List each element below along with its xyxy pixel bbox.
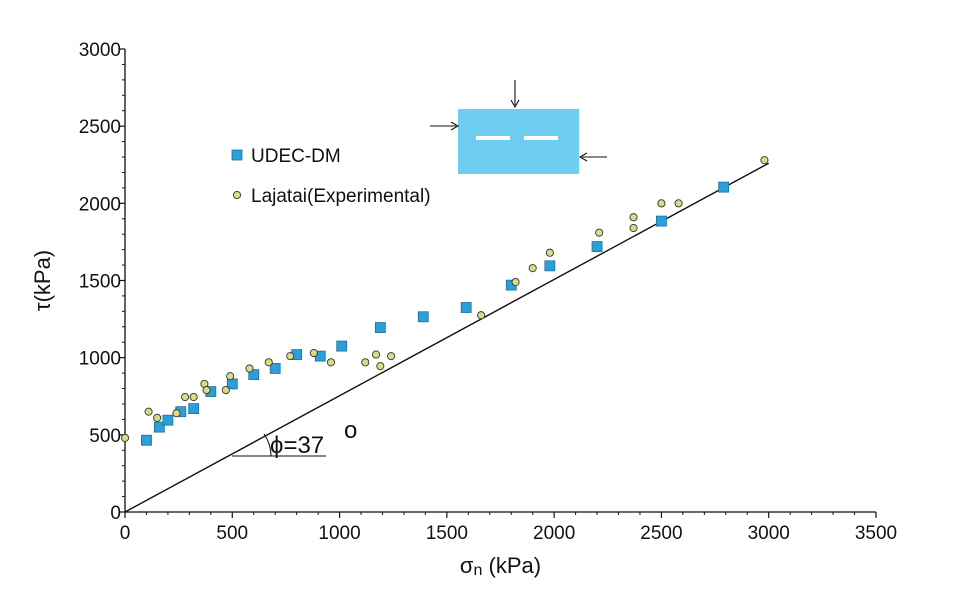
experimental-point xyxy=(657,199,666,208)
fit-line-segment xyxy=(124,162,770,513)
experimental-point xyxy=(202,386,211,395)
x-tick-label: 3000 xyxy=(748,523,790,544)
udec-dm-point xyxy=(336,340,348,352)
y-ticks: 0 500 1000 1500 2000 2500 3000 xyxy=(79,40,125,524)
y-tick-label: 500 xyxy=(89,426,121,447)
phi-label: ϕ=37 xyxy=(270,432,324,459)
experimental-point xyxy=(376,362,385,371)
experimental-point xyxy=(286,352,295,361)
experimental-point xyxy=(326,358,336,367)
x-tick-label: 0 xyxy=(120,523,131,544)
udec-dm-point xyxy=(374,322,386,333)
x-axis-label-unit: (kPa) xyxy=(482,553,541,578)
udec-dm-point xyxy=(417,311,429,323)
y-tick-label: 0 xyxy=(110,503,121,524)
y-tick-label: 1500 xyxy=(79,272,121,293)
legend-label-udec: UDEC-DM xyxy=(251,146,341,167)
fit-line xyxy=(124,162,770,513)
udec-dm-point xyxy=(460,302,472,313)
legend-label-lajatai: Lajatai(Experimental) xyxy=(251,186,431,207)
x-tick-label: 2500 xyxy=(640,523,682,544)
experimental-point xyxy=(361,358,370,367)
experimental-point xyxy=(629,223,638,233)
y-tick-label: 2500 xyxy=(79,117,121,138)
y-tick-label: 2000 xyxy=(79,194,121,215)
udec-dm-point xyxy=(248,369,260,381)
angle-annotation: ϕ=37 o xyxy=(232,417,357,459)
experimental-point xyxy=(144,407,153,416)
x-axis-label-subscript: n xyxy=(473,562,482,579)
degree-symbol: o xyxy=(344,417,357,444)
x-ticks: 0 500 1000 1500 2000 2500 3000 3500 xyxy=(120,512,897,544)
experimental-point xyxy=(674,199,683,208)
experimental-point xyxy=(528,264,537,273)
top-arrow-head xyxy=(510,99,520,109)
x-axis-label: σn (kPa) xyxy=(460,553,541,579)
udec-dm-point xyxy=(269,363,281,374)
x-tick-label: 500 xyxy=(216,523,248,544)
experimental-point xyxy=(181,392,190,402)
experimental-point xyxy=(264,358,273,367)
angle-arc xyxy=(263,433,272,457)
experimental-point xyxy=(245,364,254,373)
x-tick-label: 1000 xyxy=(318,523,360,544)
x-tick-label: 2000 xyxy=(533,523,575,544)
experimental-point xyxy=(189,392,198,402)
experimental-point xyxy=(595,228,604,237)
experimental-point xyxy=(120,433,130,442)
left-arrow-head xyxy=(450,121,460,131)
x-tick-label: 1500 xyxy=(426,523,468,544)
legend-marker-lajatai xyxy=(232,190,242,200)
specimen-block xyxy=(458,109,579,174)
udec-dm-point xyxy=(153,421,165,433)
right-arrow-head xyxy=(578,152,588,162)
experimental-point xyxy=(760,156,769,165)
x-tick-label: 3500 xyxy=(855,523,897,544)
udec-dm-point xyxy=(162,414,174,426)
experimental-point xyxy=(221,386,230,395)
udec-dm-point xyxy=(656,215,667,227)
legend: UDEC-DM Lajatai(Experimental) xyxy=(231,146,431,207)
experimental-point xyxy=(172,409,181,418)
udec-dm-point xyxy=(544,260,556,272)
data-points xyxy=(120,156,769,446)
udec-dm-point xyxy=(141,434,152,446)
experimental-point xyxy=(545,248,554,257)
udec-dm-point xyxy=(591,241,603,252)
x-axis-label-symbol: σ xyxy=(460,553,474,578)
experimental-point xyxy=(226,372,235,381)
experimental-point xyxy=(371,350,381,359)
experimental-point xyxy=(629,213,638,222)
specimen-schematic xyxy=(430,80,607,174)
experimental-point xyxy=(511,277,520,287)
experimental-point xyxy=(309,348,318,358)
experimental-point xyxy=(477,311,486,320)
y-axis-label: τ(kPa) xyxy=(30,250,55,311)
experimental-point xyxy=(153,413,162,422)
experimental-point xyxy=(387,352,396,361)
legend-marker-udec xyxy=(231,149,243,161)
udec-dm-point xyxy=(188,403,200,414)
y-tick-label: 1000 xyxy=(79,349,121,370)
udec-dm-point xyxy=(718,181,730,193)
y-tick-label: 3000 xyxy=(79,40,121,61)
